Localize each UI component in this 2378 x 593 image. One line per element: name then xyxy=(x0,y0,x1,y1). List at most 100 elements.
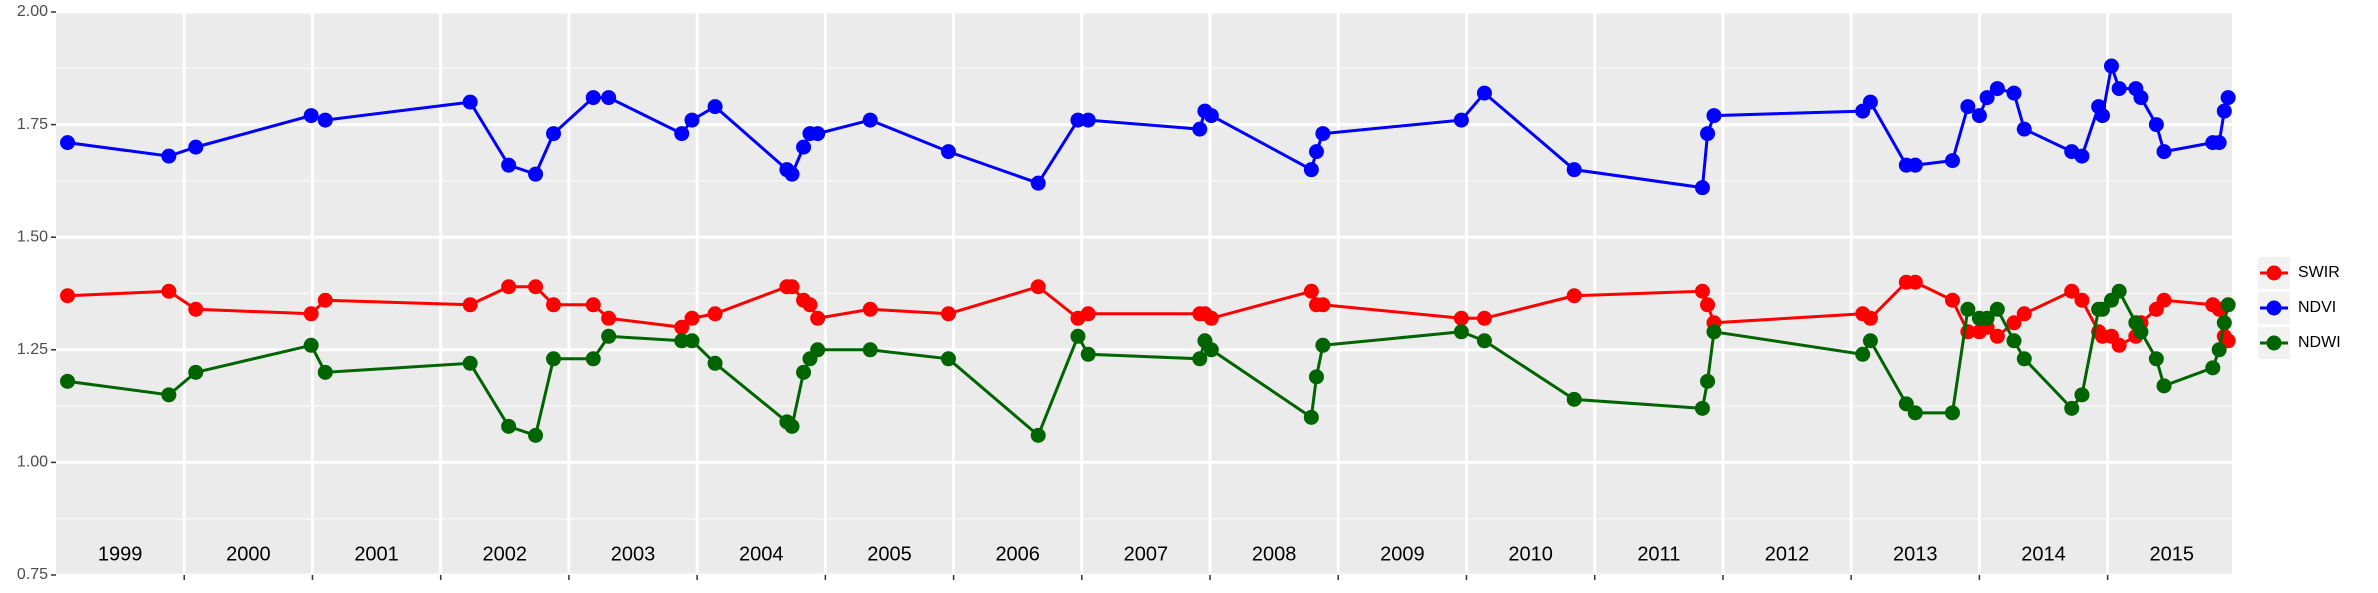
year-label: 2012 xyxy=(1765,543,1810,565)
data-point xyxy=(1694,180,1710,196)
data-point xyxy=(1907,405,1923,421)
data-point xyxy=(2064,400,2080,416)
y-tick-label: 2.00 xyxy=(17,3,48,20)
data-point xyxy=(1989,301,2005,317)
data-point xyxy=(2103,58,2119,74)
data-point xyxy=(2111,283,2127,299)
data-point xyxy=(1476,333,1492,349)
data-point xyxy=(1453,324,1469,340)
data-point xyxy=(2220,297,2236,313)
data-point xyxy=(585,351,601,367)
data-point xyxy=(528,427,544,443)
data-point xyxy=(1960,301,1976,317)
data-point xyxy=(1700,297,1716,313)
data-point xyxy=(188,139,204,155)
data-point xyxy=(1030,175,1046,191)
data-point xyxy=(601,90,617,106)
data-point xyxy=(2220,90,2236,106)
year-label: 2010 xyxy=(1508,543,1553,565)
y-tick-label: 1.00 xyxy=(17,454,48,471)
data-point xyxy=(161,148,177,164)
data-point xyxy=(1030,279,1046,295)
data-point xyxy=(1308,144,1324,160)
data-point xyxy=(2074,292,2090,308)
data-point xyxy=(1989,328,2005,344)
data-point xyxy=(2111,337,2127,353)
data-point xyxy=(1080,112,1096,128)
data-point xyxy=(462,355,478,371)
year-label: 2004 xyxy=(739,543,784,565)
data-point xyxy=(1566,162,1582,178)
data-point xyxy=(1862,94,1878,110)
data-point xyxy=(528,279,544,295)
data-point xyxy=(707,99,723,115)
data-point xyxy=(546,297,562,313)
data-point xyxy=(684,333,700,349)
data-point xyxy=(684,112,700,128)
data-point xyxy=(188,301,204,317)
data-point xyxy=(862,342,878,358)
data-point xyxy=(601,310,617,326)
data-point xyxy=(1203,310,1219,326)
data-point xyxy=(1315,126,1331,142)
data-point xyxy=(317,112,333,128)
data-point xyxy=(1706,324,1722,340)
data-point xyxy=(2211,342,2227,358)
data-point xyxy=(1971,108,1987,124)
data-point xyxy=(810,342,826,358)
data-point xyxy=(2094,108,2110,124)
data-point xyxy=(1203,108,1219,124)
data-point xyxy=(674,126,690,142)
data-point xyxy=(674,333,690,349)
data-point xyxy=(1080,346,1096,362)
legend-point xyxy=(2266,335,2282,351)
data-point xyxy=(1192,121,1208,137)
data-point xyxy=(2216,315,2232,331)
data-point xyxy=(1303,283,1319,299)
data-point xyxy=(60,288,76,304)
data-point xyxy=(2064,283,2080,299)
year-label: 2002 xyxy=(483,543,528,565)
data-point xyxy=(707,306,723,322)
data-point xyxy=(2074,148,2090,164)
year-label: 2008 xyxy=(1252,543,1297,565)
y-tick-label: 0.75 xyxy=(17,566,48,583)
y-tick-label: 1.75 xyxy=(17,116,48,133)
year-label: 2003 xyxy=(611,543,656,565)
data-point xyxy=(2211,135,2227,151)
data-point xyxy=(2006,85,2022,101)
data-point xyxy=(1944,153,1960,169)
data-point xyxy=(1453,310,1469,326)
data-point xyxy=(802,297,818,313)
data-point xyxy=(940,144,956,160)
data-point xyxy=(2148,117,2164,133)
data-point xyxy=(810,310,826,326)
data-point xyxy=(1944,292,1960,308)
data-point xyxy=(317,364,333,380)
year-label: 2013 xyxy=(1893,543,1938,565)
data-point xyxy=(161,283,177,299)
data-point xyxy=(810,126,826,142)
data-point xyxy=(60,135,76,151)
data-point xyxy=(2148,351,2164,367)
year-label: 2000 xyxy=(226,543,271,565)
data-point xyxy=(1192,351,1208,367)
data-point xyxy=(1907,274,1923,290)
data-point xyxy=(188,364,204,380)
data-point xyxy=(2156,378,2172,394)
data-point xyxy=(60,373,76,389)
data-point xyxy=(1303,162,1319,178)
data-point xyxy=(940,306,956,322)
data-point xyxy=(2156,144,2172,160)
data-point xyxy=(1566,288,1582,304)
data-point xyxy=(317,292,333,308)
data-point xyxy=(796,139,812,155)
data-point xyxy=(1862,310,1878,326)
data-point xyxy=(674,319,690,335)
data-point xyxy=(1944,405,1960,421)
legend-label: NDVI xyxy=(2298,299,2336,316)
data-point xyxy=(707,355,723,371)
year-label: 2014 xyxy=(2021,543,2066,565)
data-point xyxy=(1315,297,1331,313)
